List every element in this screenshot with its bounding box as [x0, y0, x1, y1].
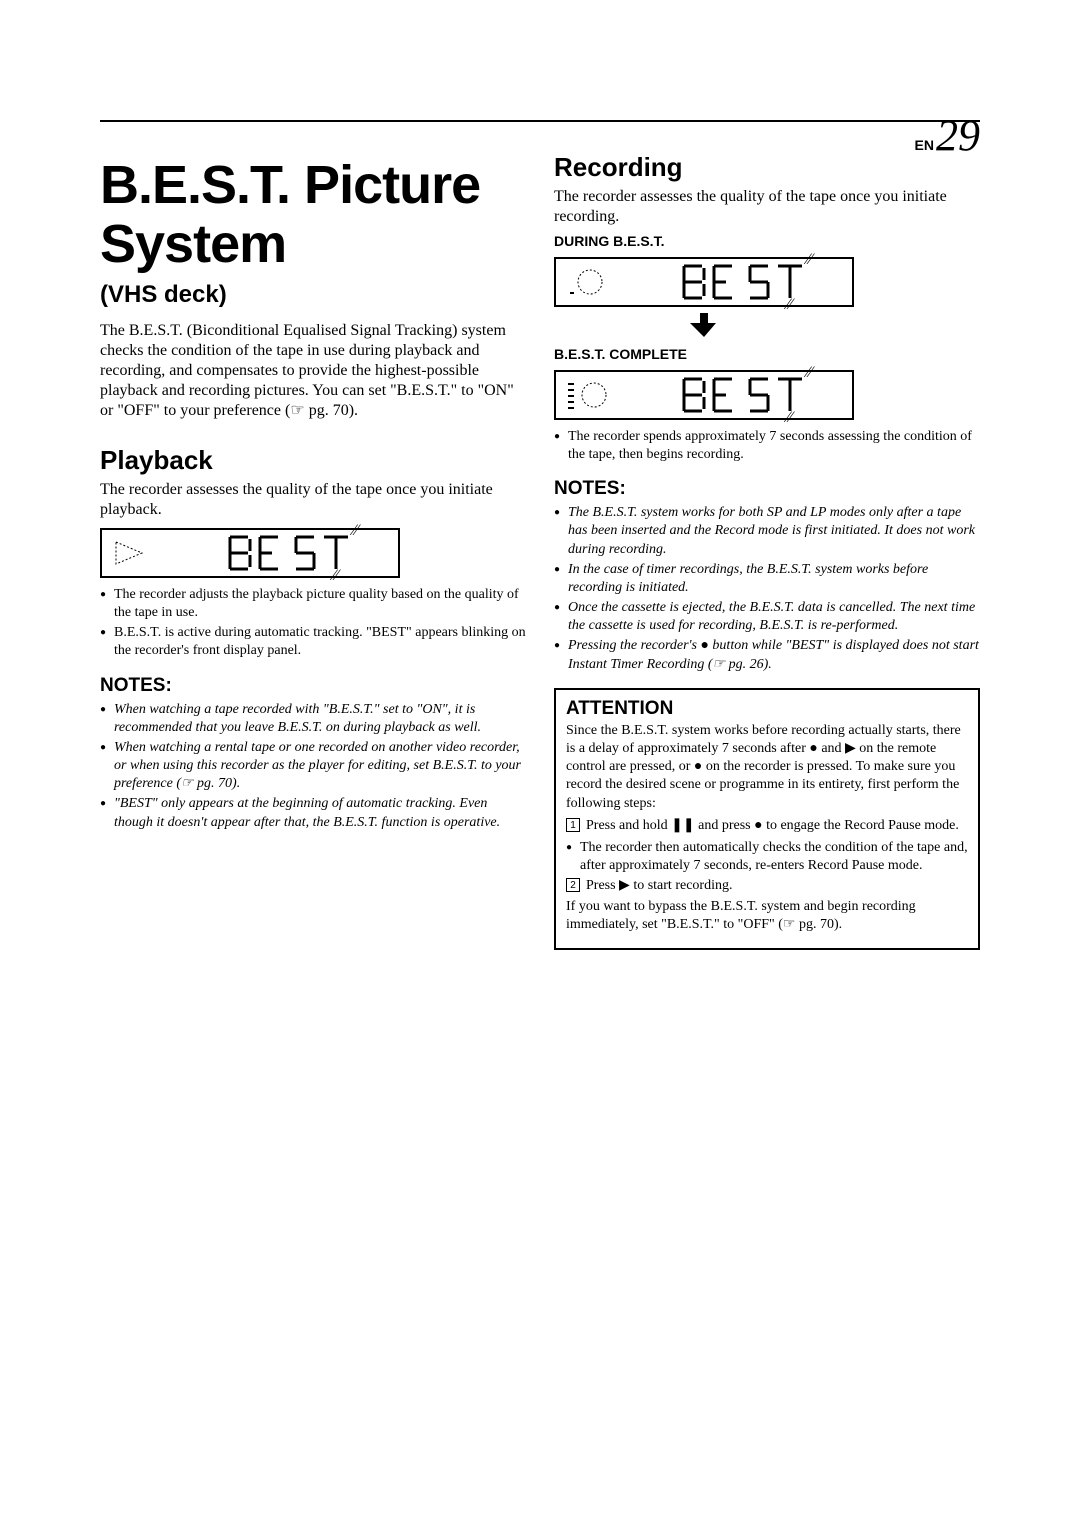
- blink-mark-icon: ⁄⁄: [807, 254, 812, 265]
- list-item: Once the cassette is ejected, the B.E.S.…: [554, 599, 980, 635]
- attention-box: ATTENTION Since the B.E.S.T. system work…: [554, 688, 980, 950]
- list-item: When watching a rental tape or one recor…: [100, 739, 526, 794]
- list-item: Pressing the recorder's ● button while "…: [554, 637, 980, 673]
- attention-bullet: The recorder then automatically checks t…: [566, 839, 968, 875]
- title-line2: System: [100, 214, 286, 274]
- playback-text: The recorder assesses the quality of the…: [100, 480, 526, 520]
- page-num: 29: [936, 111, 980, 160]
- lcd-display-complete: ⁄⁄ ⁄⁄: [554, 370, 854, 420]
- playback-heading: Playback: [100, 445, 526, 476]
- playback-points: The recorder adjusts the playback pictur…: [100, 586, 526, 661]
- lang-code: EN: [915, 137, 934, 153]
- record-level-icon: [566, 378, 614, 412]
- blink-mark-icon: ⁄⁄: [807, 367, 812, 378]
- left-column: B.E.S.T. Picture System (VHS deck) The B…: [100, 152, 526, 950]
- lcd-display-playback: ⁄⁄ ⁄⁄: [100, 528, 400, 578]
- header-rule: [100, 120, 980, 122]
- list-item: The recorder spends approximately 7 seco…: [554, 428, 980, 464]
- playback-notes-heading: NOTES:: [100, 675, 526, 697]
- playback-notes: When watching a tape recorded with "B.E.…: [100, 701, 526, 832]
- step-1: 1 Press and hold ❚❚ and press ● to engag…: [566, 817, 968, 835]
- intro-text: The B.E.S.T. (Biconditional Equalised Si…: [100, 321, 526, 421]
- attention-heading: ATTENTION: [566, 698, 968, 720]
- list-item: B.E.S.T. is active during automatic trac…: [100, 624, 526, 660]
- best-segment-text: [680, 375, 830, 415]
- recording-notes-heading: NOTES:: [554, 478, 980, 500]
- page-number: EN29: [915, 110, 980, 161]
- step-number-icon: 1: [566, 818, 580, 832]
- complete-label: B.E.S.T. COMPLETE: [554, 346, 980, 362]
- blink-mark-icon: ⁄⁄: [787, 412, 792, 423]
- best-segment-text: [226, 533, 376, 573]
- recording-notes: The B.E.S.T. system works for both SP an…: [554, 504, 980, 674]
- recording-text: The recorder assesses the quality of the…: [554, 187, 980, 227]
- blink-mark-icon: ⁄⁄: [353, 525, 358, 536]
- blink-mark-icon: ⁄⁄: [333, 570, 338, 581]
- two-column-layout: B.E.S.T. Picture System (VHS deck) The B…: [100, 152, 980, 950]
- best-segment-text: [680, 262, 830, 302]
- list-item: The recorder adjusts the playback pictur…: [100, 586, 526, 622]
- list-item: The recorder then automatically checks t…: [566, 839, 968, 875]
- manual-page: EN29 B.E.S.T. Picture System (VHS deck) …: [0, 0, 1080, 1528]
- page-title: B.E.S.T. Picture System: [100, 156, 526, 275]
- step-number-icon: 2: [566, 878, 580, 892]
- during-label: DURING B.E.S.T.: [554, 233, 980, 249]
- play-icon: [112, 538, 146, 568]
- subtitle: (VHS deck): [100, 281, 526, 309]
- recording-point: The recorder spends approximately 7 seco…: [554, 428, 980, 464]
- list-item: The B.E.S.T. system works for both SP an…: [554, 504, 980, 559]
- right-column: Recording The recorder assesses the qual…: [554, 152, 980, 950]
- step-2: 2 Press ▶ to start recording.: [566, 877, 968, 895]
- list-item: When watching a tape recorded with "B.E.…: [100, 701, 526, 737]
- title-line1: B.E.S.T. Picture: [100, 155, 480, 215]
- attention-p1: Since the B.E.S.T. system works before r…: [566, 722, 968, 813]
- pointer-icon: [290, 402, 304, 419]
- attention-p2: If you want to bypass the B.E.S.T. syste…: [566, 898, 968, 934]
- list-item: "BEST" only appears at the beginning of …: [100, 795, 526, 831]
- blink-mark-icon: ⁄⁄: [787, 299, 792, 310]
- record-icon: [566, 265, 608, 299]
- pointer-icon: [783, 917, 796, 932]
- lcd-display-during: ⁄⁄ ⁄⁄: [554, 257, 854, 307]
- list-item: In the case of timer recordings, the B.E…: [554, 561, 980, 597]
- down-arrow-icon: [554, 313, 854, 340]
